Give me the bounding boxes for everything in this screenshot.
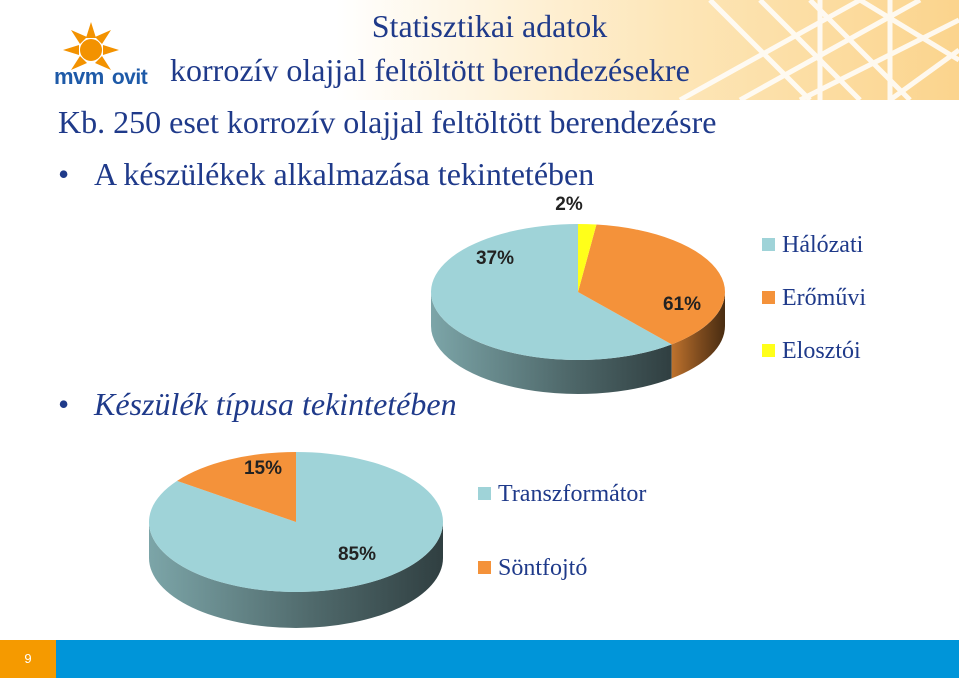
page-number: 9 [0,640,56,678]
bullet-application: • A készülékek alkalmazása tekintetében [58,156,594,193]
legend-1: Hálózati Erőművi Elosztói [762,232,866,364]
pie-chart-2: 85% 15% Transzformátor Söntfojtó [148,452,646,628]
legend-label-Erőművi: Erőművi [782,285,866,311]
pie-slice-Erőművi [578,224,725,345]
pie-chart-1: 61% 37% 2% Hálózati Erőművi Elosztói [431,194,866,395]
pie-slice-Hálózati [431,223,672,360]
bullet-icon: • [58,156,70,192]
legend-swatch-Hálózati [762,238,775,251]
header-decoration [678,0,959,100]
page-title-line2: korrozív olajjal feltöltött berendezések… [170,52,690,88]
pie-slice-Elosztói [578,224,597,292]
bullet-application-text: A készülékek alkalmazása tekintetében [94,156,595,192]
pie-side-Erőművi [671,292,725,379]
legend-swatch-Erőművi [762,291,775,304]
data-label-Hálózati: 61% [663,294,701,315]
pie-side-Transzformátor [149,522,443,628]
legend-swatch-Söntfojtó [478,561,491,574]
legend-label-Transzformátor: Transzformátor [498,481,646,507]
legend-2: Transzformátor Söntfojtó [478,481,646,581]
legend-swatch-Elosztói [762,344,775,357]
data-label-Erőművi: 37% [476,248,514,269]
bullet-icon: • [58,386,70,422]
pie-slice-Söntfojtó [177,452,296,522]
legend-label-Söntfojtó: Söntfojtó [498,555,587,581]
data-label-Transzformátor: 85% [338,544,376,565]
logo-sub: ovit [111,66,148,89]
page-title: Statisztikai adatok [371,8,608,44]
sun-icon [63,22,119,70]
legend-swatch-Transzformátor [478,487,491,500]
legend-label-Elosztói: Elosztói [782,338,861,364]
pie-side-Hálózati [431,292,672,395]
data-label-Elosztói: 2% [555,194,583,215]
logo-brand: mvm [54,64,104,89]
bullet-type: • Készülék típusa tekintetében [58,386,457,423]
data-label-Söntfojtó: 15% [244,458,282,479]
company-logo: mvm ovit [48,20,168,100]
footer-bar: 9 [0,640,959,678]
bullet-type-text: Készülék típusa tekintetében [94,386,457,422]
legend-label-Hálózati: Hálózati [782,232,864,258]
subtitle: Kb. 250 eset korrozív olajjal feltöltött… [58,104,717,140]
header-background [0,0,959,100]
